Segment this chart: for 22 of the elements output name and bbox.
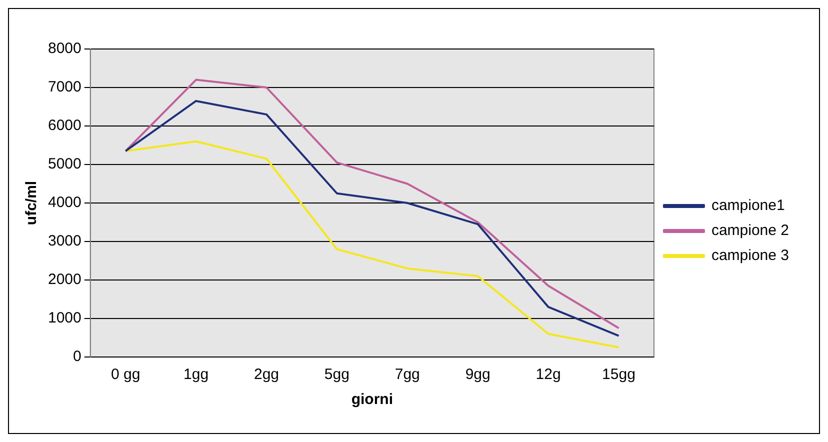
x-axis-title: giorni (351, 391, 393, 408)
legend-label: campione 3 (711, 247, 790, 264)
x-tick-label: 9gg (465, 366, 490, 384)
x-tick-label: 1gg (184, 366, 209, 384)
x-tick-label: 15gg (602, 366, 636, 384)
y-tick-label: 3000 (48, 232, 82, 250)
y-tick-label: 8000 (48, 40, 82, 58)
y-tick-label: 6000 (48, 117, 82, 134)
y-axis-title: ufc/ml (23, 180, 40, 226)
x-tick-label: 0 gg (110, 366, 140, 384)
x-tick-label: 7gg (394, 366, 420, 384)
legend-label: campione1 (711, 197, 785, 214)
y-tick-label: 1000 (48, 310, 82, 327)
y-tick-label: 5000 (48, 156, 82, 173)
legend-label: campione 2 (711, 222, 790, 240)
x-tick-label: 2gg (254, 366, 280, 384)
y-tick-label: 4000 (48, 194, 82, 212)
y-tick-label: 0 (73, 348, 82, 366)
x-tick-label: 12g (536, 366, 561, 384)
y-tick-label: 2000 (48, 271, 82, 288)
y-tick-label: 7000 (48, 78, 82, 96)
x-tick-label: 5gg (324, 366, 350, 384)
